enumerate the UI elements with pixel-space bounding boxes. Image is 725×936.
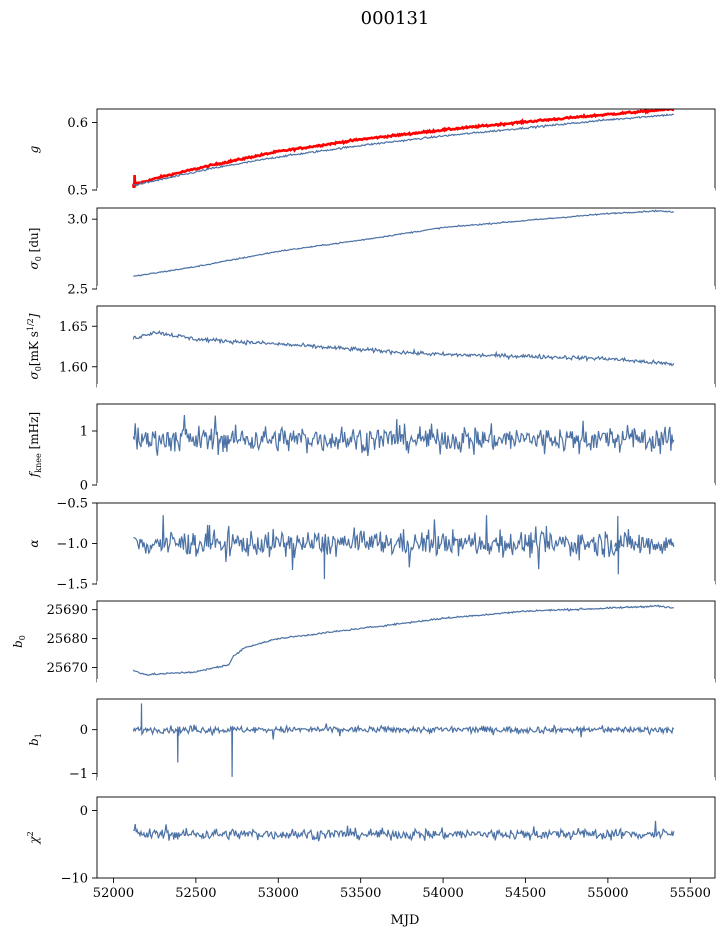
y-axis-label-part: b xyxy=(27,738,41,746)
y-axis-label: fknee [mHz] xyxy=(27,412,43,478)
y-axis-label-part: σ xyxy=(27,260,41,269)
y-axis-label-part: σ xyxy=(27,370,41,379)
panel-frame xyxy=(96,305,716,388)
y-axis-label-part: b xyxy=(11,640,25,648)
panel-mask-top xyxy=(97,384,715,404)
y-tick-label: −1 xyxy=(69,767,88,782)
y-axis-label: g xyxy=(27,145,41,153)
y-tick-label: −0.5 xyxy=(56,497,88,512)
series-line-8-1 xyxy=(133,820,675,842)
y-axis-label: b1 xyxy=(27,733,43,746)
panel-mask-top xyxy=(97,679,715,699)
y-axis-label: b0 xyxy=(11,635,27,648)
y-axis-label-part: 0 xyxy=(34,366,43,371)
y-axis-label-part: α xyxy=(27,539,41,547)
panel-frame xyxy=(96,698,716,781)
y-tick-label: 0 xyxy=(80,723,88,738)
x-tick-label: 55000 xyxy=(587,886,628,901)
y-axis-label-part: f xyxy=(27,470,41,478)
y-tick-label: 0 xyxy=(80,479,88,494)
panel-mask-top xyxy=(97,286,715,306)
y-axis-label-part: 0 xyxy=(34,256,43,261)
panel-frame xyxy=(96,207,716,290)
y-tick-label: 2.5 xyxy=(67,283,88,298)
series-line-1-1 xyxy=(132,107,675,192)
y-tick-label: 1 xyxy=(80,425,88,440)
y-tick-label: 25690 xyxy=(47,603,88,618)
x-tick-label: 55500 xyxy=(670,886,711,901)
panel-frame xyxy=(96,108,716,191)
y-axis-label-part: [mK s xyxy=(27,331,41,366)
x-axis-label: MJD xyxy=(391,913,420,928)
y-tick-label: 0.5 xyxy=(67,184,88,199)
x-tick-label: 53500 xyxy=(340,886,381,901)
y-axis-label: σ0 [du] xyxy=(27,228,43,270)
y-axis-label-part: ] xyxy=(27,313,41,319)
panel-8: −10 0 52000 52500 53000 53500 54000 54500 55000 5… xyxy=(26,777,716,901)
panel-mask-top xyxy=(97,483,715,503)
y-tick-label: −1.5 xyxy=(56,578,88,593)
y-tick-label: −1.0 xyxy=(56,537,88,552)
series-line-3-1 xyxy=(132,329,675,367)
y-axis-label: α xyxy=(27,539,41,547)
series-line-4-1 xyxy=(132,414,675,457)
y-axis-label: σ0[mK s1/2] xyxy=(26,313,43,379)
y-axis-label-part: [mHz] xyxy=(27,412,41,453)
y-tick-label: 25680 xyxy=(47,632,88,647)
series-line-6-1 xyxy=(132,604,675,676)
panel-frame xyxy=(96,796,716,879)
y-tick-label: 1.65 xyxy=(59,320,88,335)
series-line-2-1 xyxy=(133,209,674,277)
y-tick-label: 1.60 xyxy=(59,360,88,375)
y-tick-label: 25670 xyxy=(47,661,88,676)
y-axis-label: χ2 xyxy=(26,831,41,844)
y-axis-label-part: 1/2 xyxy=(26,318,35,331)
y-axis-label-part: χ xyxy=(27,836,41,845)
y-axis-label-part: knee xyxy=(34,453,43,473)
y-tick-label: 3.0 xyxy=(67,213,88,228)
y-axis-label-part: 0 xyxy=(18,635,27,640)
x-tick-label: 52000 xyxy=(93,886,134,901)
series-line-1-2 xyxy=(132,113,675,186)
x-tick-label: 53000 xyxy=(258,886,299,901)
y-axis-label-part: 1 xyxy=(34,733,43,738)
y-tick-label: 0.6 xyxy=(67,116,88,131)
y-axis-label-part: g xyxy=(27,145,41,153)
panel-frame xyxy=(96,502,716,585)
y-tick-label: 0 xyxy=(80,804,88,819)
y-tick-label: −10 xyxy=(61,872,88,887)
panel-mask-top xyxy=(97,89,715,109)
series-line-5-1 xyxy=(133,515,675,580)
y-axis-label-part: 2 xyxy=(26,831,35,836)
panel-frame xyxy=(96,600,716,683)
figure-title: 000131 xyxy=(361,8,430,29)
y-axis-label-part: [du] xyxy=(27,228,41,257)
series-line-7-1 xyxy=(132,703,675,777)
panel-mask-top xyxy=(97,188,715,208)
panel-mask-top xyxy=(97,777,715,797)
panel-mask-top xyxy=(97,581,715,601)
panel-mask-bottom xyxy=(97,878,715,894)
x-tick-label: 54000 xyxy=(422,886,463,901)
x-tick-label: 54500 xyxy=(505,886,546,901)
x-tick-label: 52500 xyxy=(175,886,216,901)
